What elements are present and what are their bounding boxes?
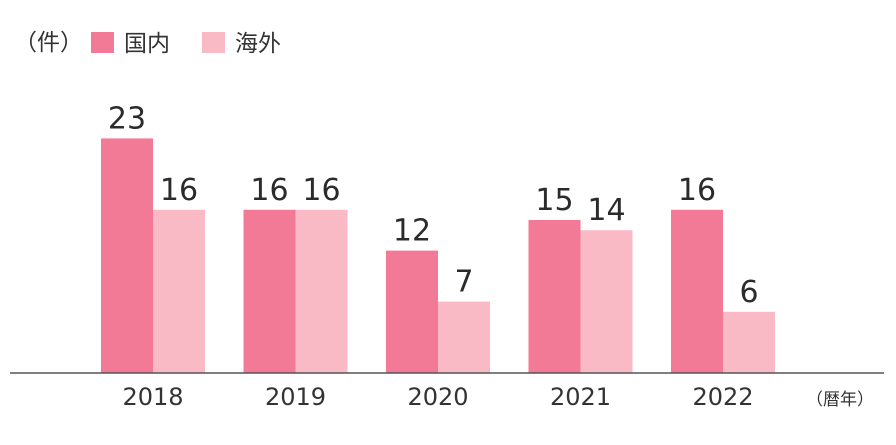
legend-label-overseas: 海外 bbox=[235, 31, 281, 57]
value-label-overseas-2021: 14 bbox=[587, 193, 625, 228]
bars-group bbox=[101, 138, 775, 373]
bar-domestic-2019 bbox=[243, 209, 296, 373]
x-unit-label: （暦年） bbox=[806, 390, 874, 410]
legend-swatch-overseas bbox=[202, 32, 225, 53]
x-tick-label-2021: 2021 bbox=[550, 383, 611, 411]
x-tick-label-2018: 2018 bbox=[122, 383, 183, 411]
bar-domestic-2018 bbox=[101, 138, 153, 373]
x-tick-labels-group: 2018 2019 2020 2021 2022 bbox=[122, 383, 753, 411]
legend-label-domestic: 国内 bbox=[124, 31, 170, 57]
value-labels-group: 23 16 16 16 12 7 15 14 16 6 bbox=[108, 101, 759, 309]
value-label-domestic-2019: 16 bbox=[250, 173, 288, 208]
value-label-domestic-2021: 15 bbox=[535, 183, 573, 218]
legend-swatch-domestic bbox=[91, 32, 114, 53]
bar-domestic-2020 bbox=[386, 250, 438, 373]
bar-domestic-2021 bbox=[528, 220, 581, 373]
value-label-domestic-2020: 12 bbox=[393, 214, 431, 249]
value-label-overseas-2019: 16 bbox=[302, 173, 340, 208]
value-label-overseas-2018: 16 bbox=[160, 173, 198, 208]
x-tick-label-2020: 2020 bbox=[407, 383, 468, 411]
bar-overseas-2022 bbox=[723, 311, 775, 373]
value-label-overseas-2022: 6 bbox=[739, 275, 758, 310]
bar-overseas-2019 bbox=[295, 209, 348, 373]
bar-overseas-2021 bbox=[580, 230, 633, 373]
y-unit-label: （件） bbox=[14, 30, 83, 56]
bar-overseas-2018 bbox=[153, 209, 205, 373]
value-label-domestic-2018: 23 bbox=[108, 101, 146, 136]
legend: （件） 国内 海外 bbox=[14, 30, 281, 57]
bar-domestic-2022 bbox=[671, 209, 723, 373]
value-label-domestic-2022: 16 bbox=[678, 173, 716, 208]
x-tick-label-2022: 2022 bbox=[692, 383, 753, 411]
bar-overseas-2020 bbox=[438, 301, 490, 373]
x-tick-label-2019: 2019 bbox=[265, 383, 326, 411]
value-label-overseas-2020: 7 bbox=[454, 265, 473, 300]
